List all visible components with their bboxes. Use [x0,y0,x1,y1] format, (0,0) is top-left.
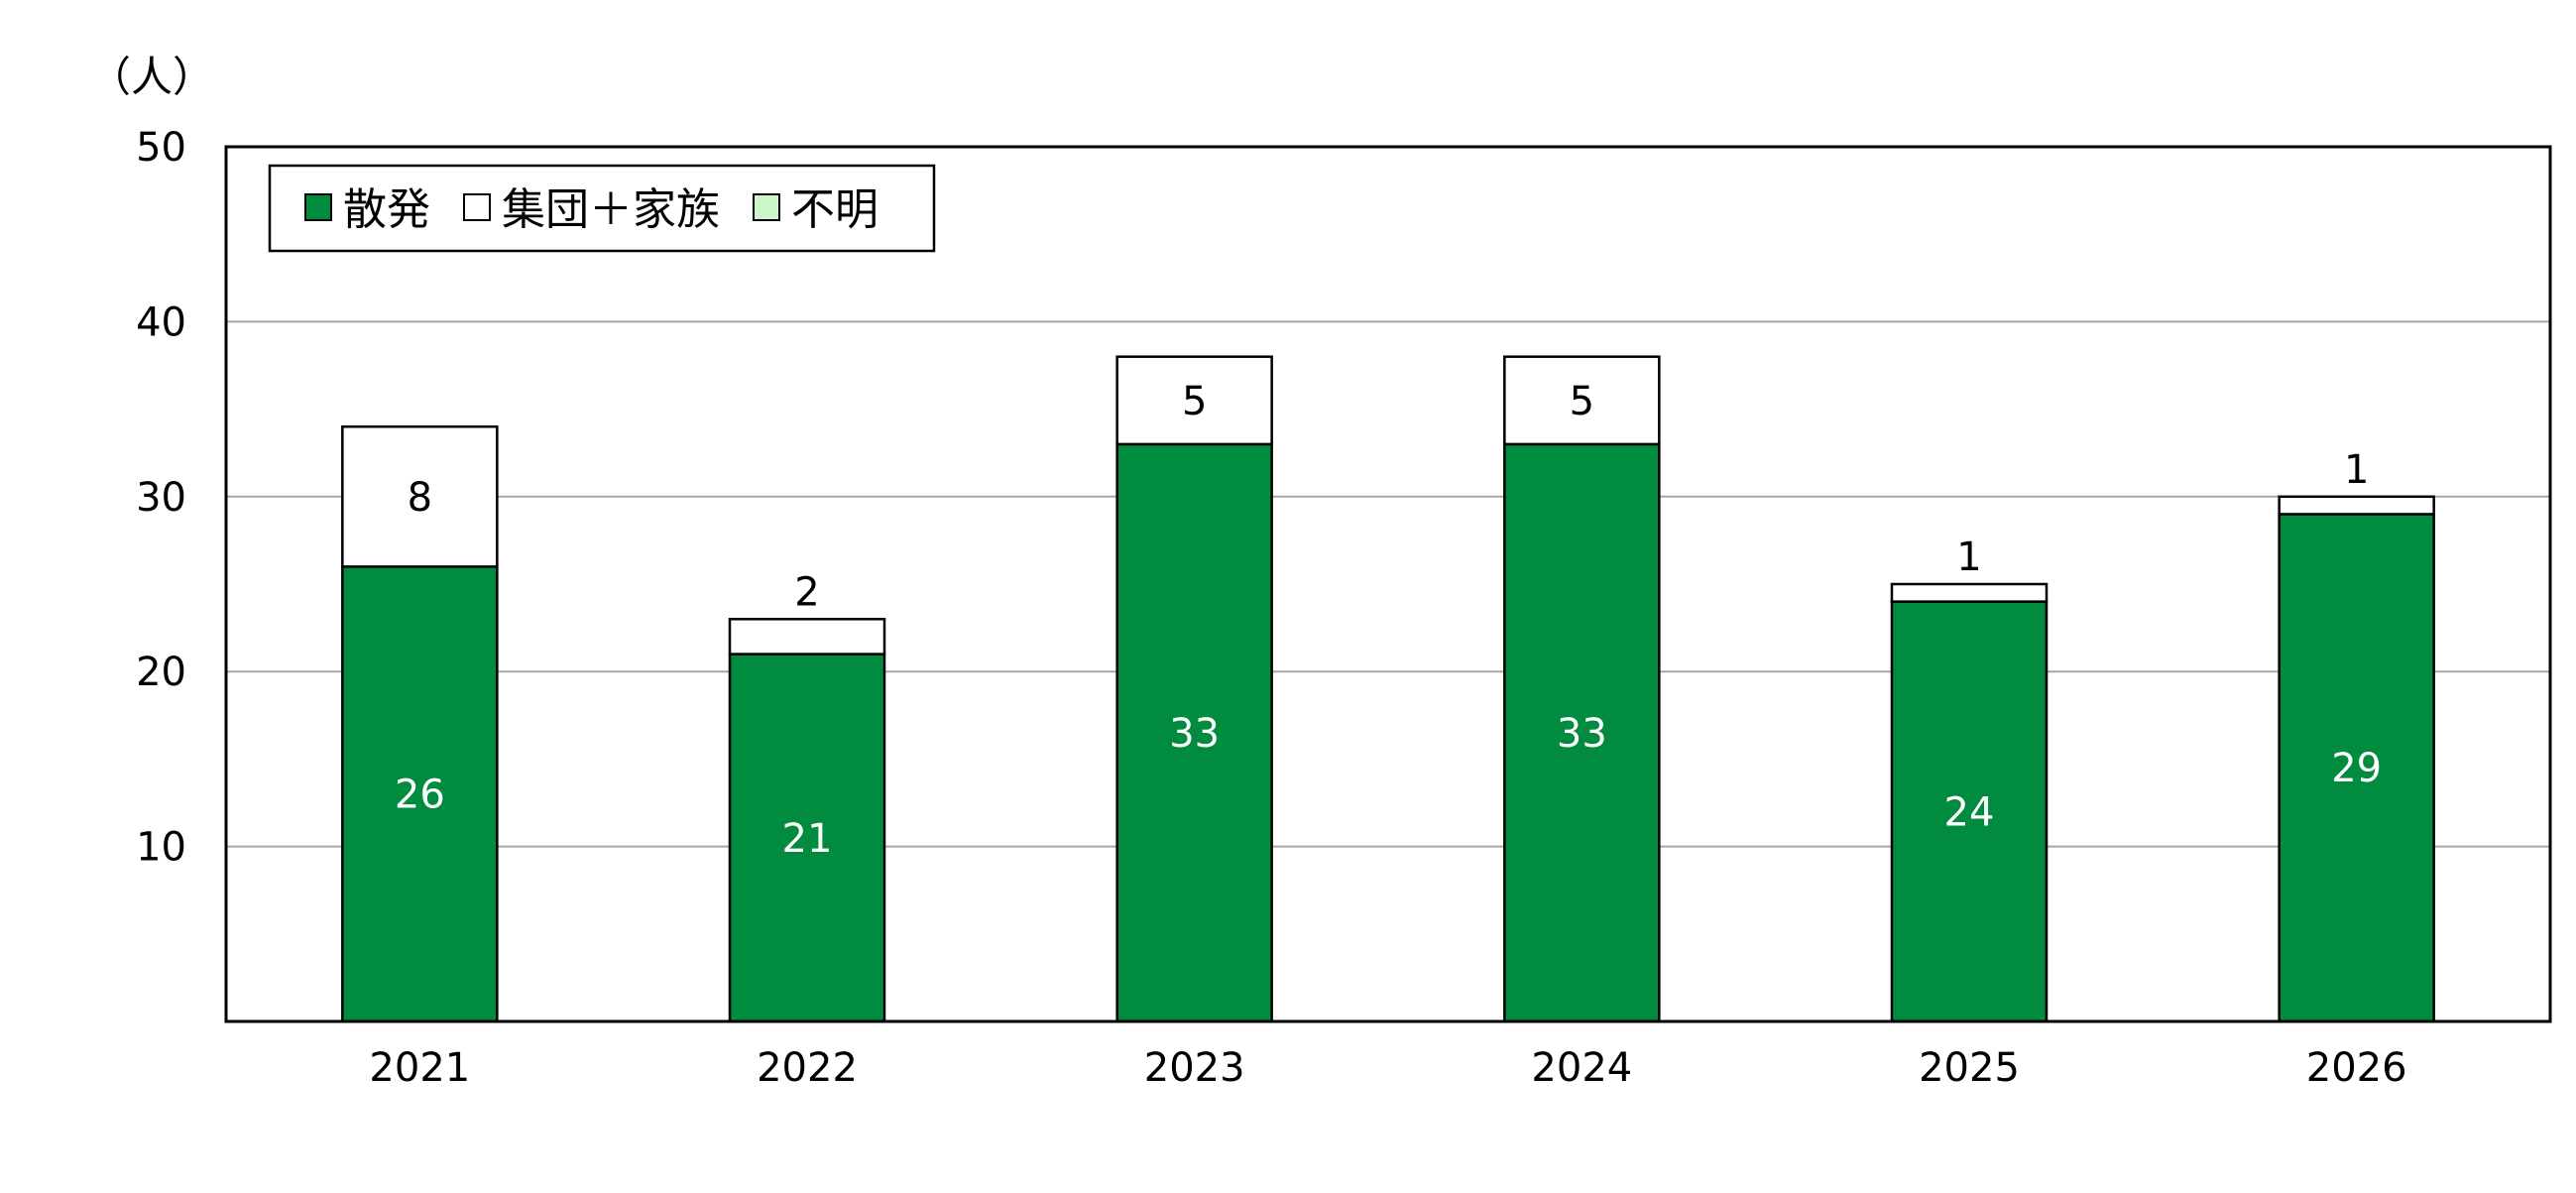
data-label: 33 [1557,711,1607,757]
data-label: 1 [2344,447,2369,493]
data-label: 29 [2331,746,2382,791]
bar-segment [341,424,499,568]
legend-swatch [304,193,332,221]
value-labels: 26 8 21 2 33 5 33 5 24 1 29 1 [395,379,2382,862]
legend-label: 散発 [343,184,430,235]
legend-label: 集団＋家族 [502,184,720,235]
data-label: 24 [1944,789,1995,835]
bar-series [341,355,2435,1023]
bar-segment [2278,513,2435,1023]
y-tick-label: 50 [136,125,186,171]
data-label: 5 [1570,379,1594,424]
x-axis: 2021 2022 2023 2024 2025 2026 [369,1045,2406,1091]
bar-segment [728,618,886,656]
x-tick-label: 2021 [369,1045,470,1091]
bar-segment [1115,355,1273,446]
data-label: 2 [794,569,819,615]
bar-segment [1890,582,2049,603]
bar-segment [728,653,886,1023]
legend-swatch [753,193,780,221]
bar-segment [1503,355,1661,446]
data-label: 21 [782,816,833,862]
legend-box [268,164,936,253]
bar-segment [1503,442,1661,1023]
bar-segment [2278,495,2435,516]
x-tick-label: 2024 [1531,1045,1632,1091]
data-label: 5 [1182,379,1207,424]
x-tick-label: 2025 [1919,1045,2020,1091]
y-tick-label: 10 [136,825,186,871]
bar-segment [1115,442,1273,1023]
data-label: 8 [408,475,432,521]
legend-label: 不明 [791,184,878,235]
y-axis-unit-label: （人） [89,53,214,101]
bar-segment [341,565,499,1023]
plot-area-frame [224,145,2552,1023]
y-tick-label: 20 [136,650,186,695]
gridlines [226,320,2550,848]
bar-segment [1890,600,2049,1023]
x-tick-label: 2022 [757,1045,858,1091]
y-tick-label: 30 [136,475,186,521]
data-label: 33 [1169,711,1220,757]
y-tick-label: 40 [136,299,186,345]
legend-swatch [463,193,491,221]
x-tick-label: 2026 [2306,1045,2407,1091]
data-label: 26 [395,773,445,818]
data-label: 1 [1956,535,1981,580]
x-tick-label: 2023 [1144,1045,1245,1091]
y-axis: 10 20 30 40 50 [136,125,186,871]
legend: 散発 集団＋家族 不明 [268,164,936,253]
